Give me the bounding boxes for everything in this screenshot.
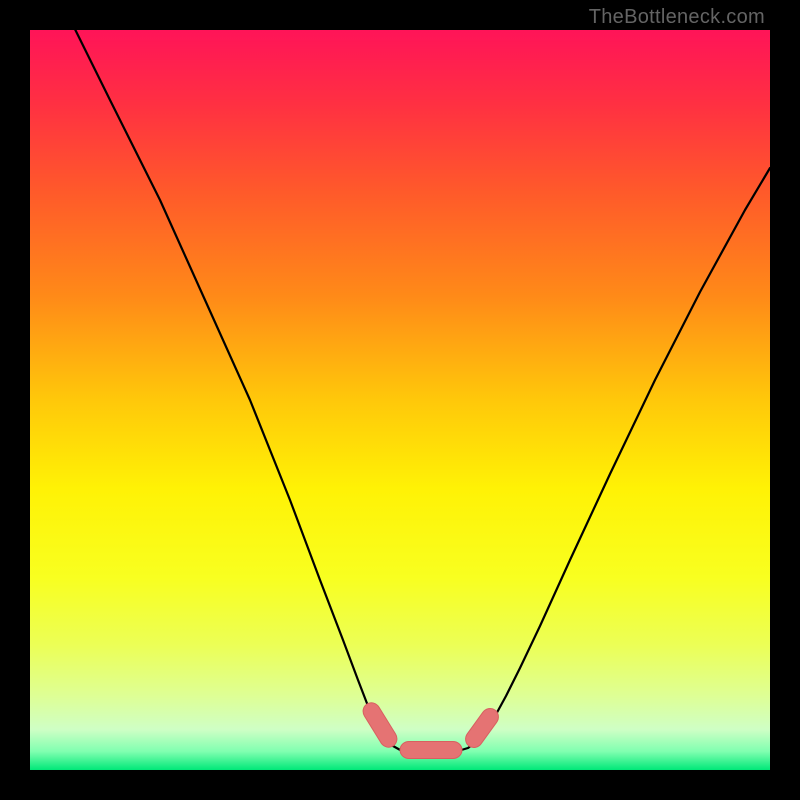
watermark-text: TheBottleneck.com [589,6,765,29]
chart-plot-area [30,30,770,770]
